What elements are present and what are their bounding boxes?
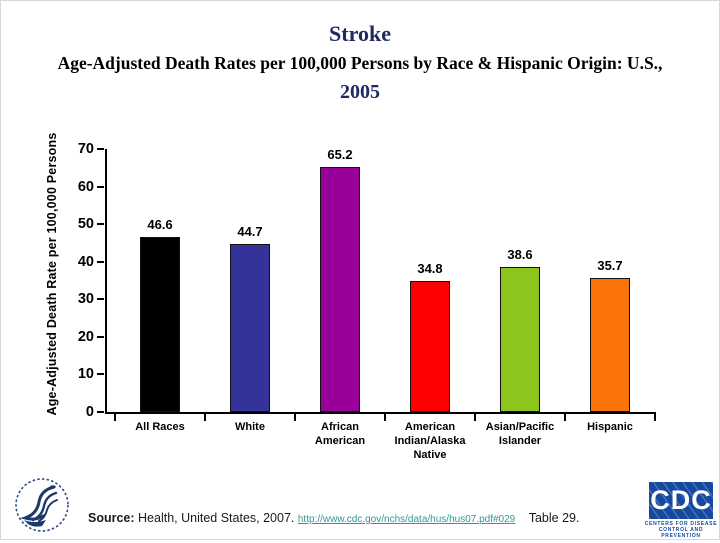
source-link[interactable]: http://www.cdc.gov/nchs/data/hus/hus07.p… <box>297 514 516 525</box>
source-table-ref: Table 29. <box>528 511 580 525</box>
x-category-label: Asian/Pacific Islander <box>475 420 565 448</box>
cdc-logo: CDC Centers for Disease Control and Prev… <box>644 482 718 539</box>
source-label: Source: <box>88 511 135 525</box>
source-citation: Source: Health, United States, 2007. htt… <box>88 511 618 525</box>
x-category-label: White <box>205 420 295 434</box>
x-tick-mark <box>294 414 296 421</box>
x-category-label-line: Asian/Pacific <box>485 421 555 433</box>
bar-white <box>230 244 270 412</box>
cdc-logo-caption: Centers for Disease Control and Preventi… <box>644 521 718 539</box>
y-tick-mark <box>97 260 104 263</box>
page-title-year: 2005 <box>340 81 380 103</box>
x-category-label: All Races <box>115 420 205 434</box>
x-category-label-line: All Races <box>135 421 185 433</box>
bar-value-label: 44.7 <box>237 224 263 240</box>
y-tick-label: 20 <box>77 328 94 345</box>
cdc-caption-line2: Control and Prevention <box>658 527 704 539</box>
y-tick-label: 0 <box>85 404 94 420</box>
x-category-label: American Indian/Alaska Native <box>385 420 475 462</box>
y-tick-label: 60 <box>77 178 94 195</box>
x-tick-mark <box>474 414 476 421</box>
bar-african-american <box>320 167 360 412</box>
cdc-caption-line1: Centers for Disease <box>644 521 718 527</box>
bar-value-label: 46.6 <box>147 216 173 232</box>
plot-area: 46.6 44.7 65.2 34.8 38.6 35.7 <box>105 147 656 421</box>
y-tick-mark <box>97 298 104 301</box>
y-tick-label: 10 <box>77 366 94 383</box>
x-category-label-line: White <box>235 421 265 433</box>
y-tick-label: 50 <box>77 216 94 233</box>
source-text: Health, United States, 2007. <box>138 511 295 525</box>
hhs-logo-icon <box>10 474 74 538</box>
cdc-logo-icon: CDC <box>649 482 713 519</box>
x-category-label-line: Indian/Alaska <box>394 435 466 447</box>
bar-all-races <box>140 236 180 412</box>
x-tick-mark <box>654 414 656 421</box>
y-tick-mark <box>97 373 104 376</box>
x-category-label: African American <box>295 420 385 448</box>
x-category-label-line: American <box>404 421 456 433</box>
bar-asian-pacific-islander <box>500 266 540 412</box>
bar-value-label: 35.7 <box>597 257 623 273</box>
y-tick-mark <box>97 223 104 226</box>
x-category-label-line: Islander <box>498 435 542 447</box>
x-category-label: Hispanic <box>565 420 655 434</box>
y-tick-mark <box>97 335 104 338</box>
y-tick-mark <box>97 411 104 413</box>
hhs-eagle-icon <box>15 478 69 532</box>
y-tick-label: 30 <box>77 291 94 308</box>
bar-hispanic <box>590 277 630 412</box>
x-category-label-line: Native <box>413 449 447 461</box>
y-tick-label: 70 <box>77 141 94 157</box>
bar-value-label: 65.2 <box>327 147 353 163</box>
x-tick-mark <box>204 414 206 421</box>
y-tick-label: 40 <box>77 253 94 270</box>
bar-value-label: 38.6 <box>507 246 533 262</box>
x-category-label-line: Hispanic <box>587 421 633 433</box>
bar-american-indian-alaska-native <box>410 281 450 412</box>
bar-value-label: 34.8 <box>417 261 443 277</box>
page-title: Stroke <box>329 21 391 46</box>
x-category-label-line: African <box>321 421 359 433</box>
x-tick-mark <box>114 414 116 421</box>
x-tick-mark <box>384 414 386 421</box>
x-tick-mark <box>564 414 566 421</box>
y-tick-mark <box>97 148 104 150</box>
x-category-label-line: American <box>314 435 366 447</box>
page-subtitle: Age-Adjusted Death Rates per 100,000 Per… <box>57 53 663 73</box>
title-block: Stroke Age-Adjusted Death Rates per 100,… <box>0 20 720 106</box>
y-tick-mark <box>97 185 104 188</box>
